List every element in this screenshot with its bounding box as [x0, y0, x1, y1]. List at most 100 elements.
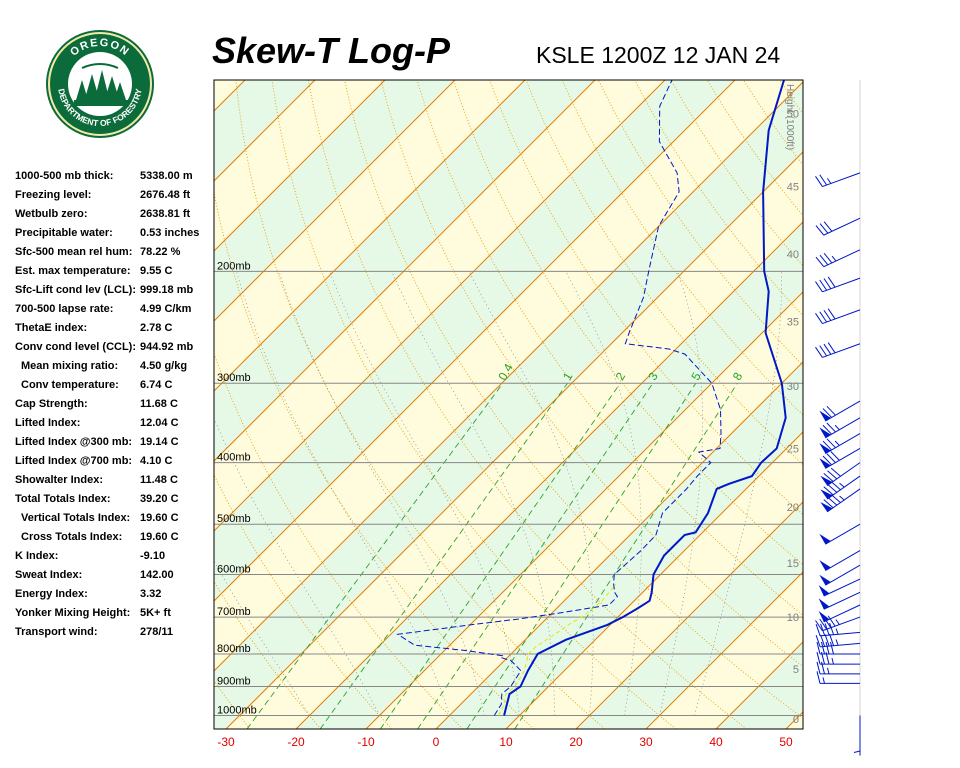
- isotherm-line: [214, 80, 596, 462]
- dry-adiabat: [214, 190, 535, 729]
- index-value: 11.48 C: [140, 474, 178, 486]
- index-label: 1000-500 mb thick:: [15, 170, 114, 182]
- height-tick-label: 10: [787, 612, 799, 624]
- index-row: Sfc-500 mean rel hum: 78.22 %: [15, 244, 215, 263]
- index-row: Lifted Index @300 mb: 19.14 C: [15, 434, 215, 453]
- temperature-tick-label: 40: [709, 735, 723, 749]
- isotherm-band: [214, 82, 803, 729]
- index-value: 19.60 C: [140, 512, 179, 524]
- index-row: Wetbulb zero: 2638.81 ft: [15, 206, 215, 225]
- isotherm-line: [214, 80, 386, 252]
- isotherm-line: [645, 571, 803, 729]
- index-value: 278/11: [140, 626, 174, 638]
- index-value: -9.10: [140, 550, 166, 562]
- mixing-ratio-line: [514, 382, 738, 729]
- index-row: Est. max temperature: 9.55 C: [15, 263, 215, 282]
- index-value: 12.04 C: [140, 417, 179, 429]
- wind-barb: [815, 633, 861, 648]
- wetbulb-profile-line: [498, 583, 617, 716]
- index-value: 142.00: [140, 569, 174, 581]
- oregon-department-of-forestry-logo: OREGON DEPARTMENT OF FORESTRY: [46, 30, 154, 138]
- wind-barb: [816, 651, 860, 665]
- height-tick-label: 50: [787, 109, 799, 121]
- wind-barb: [820, 488, 861, 513]
- station-time-label: KSLE 1200Z 12 JAN 24: [536, 42, 781, 68]
- index-value: 4.50 g/kg: [140, 360, 188, 372]
- index-value: 9.55 C: [140, 265, 173, 277]
- wind-barb: [820, 462, 861, 486]
- temperature-tick-label: -20: [287, 735, 305, 749]
- index-row: Conv temperature: 6.74 C: [15, 377, 215, 396]
- index-row: Vertical Totals Index: 19.60 C: [15, 510, 215, 529]
- dry-adiabat: [380, 80, 803, 667]
- wind-barb: [818, 591, 861, 610]
- moist-adiabat: [694, 271, 782, 716]
- isotherm-line: [225, 151, 803, 729]
- index-value: 944.92 mb: [140, 341, 194, 353]
- index-row: Transport wind: 278/11: [15, 624, 215, 643]
- index-label: Lifted Index @700 mb:: [15, 455, 133, 467]
- isobar-label: 400mb: [217, 452, 251, 464]
- dewpoint-profile-line: [396, 80, 722, 716]
- index-label: Cap Strength:: [15, 398, 88, 410]
- index-row: ThetaE index: 2.78 C: [15, 320, 215, 339]
- index-value: 2.78 C: [140, 322, 173, 334]
- index-value: 999.18 mb: [140, 284, 194, 296]
- index-value: 0.53 inches: [140, 227, 200, 239]
- wind-barb: [815, 276, 861, 293]
- wind-barb: [819, 550, 861, 571]
- isotherm-line: [214, 81, 803, 672]
- index-row: Total Totals Index: 39.20 C: [15, 491, 215, 510]
- tree-icon: [74, 63, 128, 106]
- index-label: Sweat Index:: [15, 569, 83, 581]
- index-value: 2638.81 ft: [140, 208, 191, 220]
- index-label: Energy Index:: [15, 588, 88, 600]
- index-label: Wetbulb zero:: [15, 208, 88, 220]
- index-row: Cross Totals Index: 19.60 C: [15, 529, 215, 548]
- temperature-tick-label: 20: [569, 735, 583, 749]
- index-label: Vertical Totals Index:: [21, 512, 131, 524]
- wind-barb: [815, 172, 861, 188]
- wind-barb: [815, 217, 861, 236]
- temperature-tick-label: 0: [433, 735, 440, 749]
- index-label: Est. max temperature:: [15, 265, 131, 277]
- temperature-tick-label: -30: [217, 735, 235, 749]
- index-row: Showalter Index: 11.48 C: [15, 472, 215, 491]
- index-row: Precipitable water: 0.53 inches: [15, 225, 215, 244]
- wind-barb: [815, 249, 861, 268]
- temperature-profile-line: [503, 80, 787, 716]
- dry-adiabat: [307, 80, 748, 729]
- index-row: Yonker Mixing Height: 5K+ ft: [15, 605, 215, 624]
- height-tick-label: 45: [787, 181, 799, 193]
- wind-barb: [819, 417, 861, 439]
- temperature-tick-label: 10: [499, 735, 513, 749]
- index-label: Conv temperature:: [21, 379, 119, 391]
- dry-adiabat: [214, 474, 393, 729]
- mixing-ratio-line: [246, 382, 504, 729]
- index-label: 700-500 lapse rate:: [15, 303, 114, 315]
- isobar-label: 500mb: [217, 513, 251, 525]
- height-tick-label: 15: [787, 558, 799, 570]
- height-axis-title: Height (1000ft): [784, 84, 795, 150]
- isotherm-line: [575, 501, 803, 729]
- wind-barb: [819, 433, 861, 454]
- index-value: 5K+ ft: [140, 607, 171, 619]
- isotherm-line: [435, 361, 803, 729]
- dry-adiabat: [271, 80, 677, 729]
- index-value: 6.74 C: [140, 379, 173, 391]
- index-row: Sweat Index: 142.00: [15, 567, 215, 586]
- index-row: Lifted Index: 12.04 C: [15, 415, 215, 434]
- moist-adiabat: [278, 271, 485, 716]
- wind-barb: [819, 448, 861, 469]
- index-row: Lifted Index @700 mb: 4.10 C: [15, 453, 215, 472]
- wind-barb: [819, 523, 861, 545]
- index-value: 2676.48 ft: [140, 189, 191, 201]
- isotherm-line: [214, 80, 456, 322]
- wind-barb: [819, 564, 861, 586]
- index-value: 19.14 C: [140, 436, 179, 448]
- sounding-profiles: [396, 80, 787, 716]
- isotherm-line: [295, 221, 803, 729]
- index-row: K Index: -9.10: [15, 548, 215, 567]
- wind-barb: [816, 641, 860, 655]
- index-row: 1000-500 mb thick: 5338.00 m: [15, 168, 215, 187]
